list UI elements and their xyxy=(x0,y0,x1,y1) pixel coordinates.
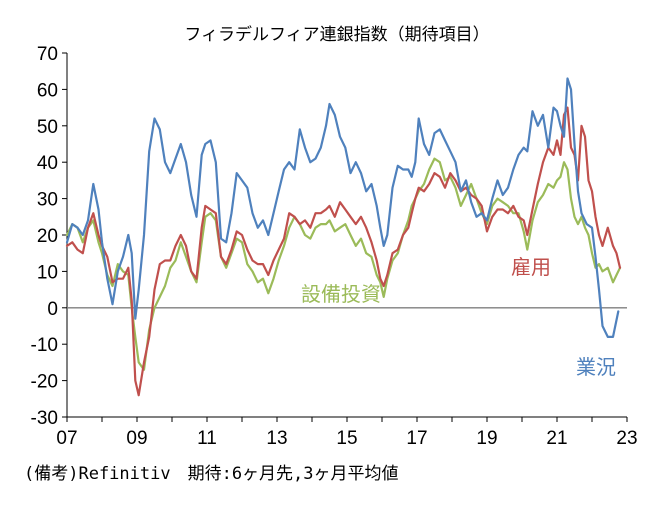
series-label-business: 業況 xyxy=(576,355,616,379)
series-label-capex: 設備投資 xyxy=(301,282,381,306)
footnote: (備考)Refinitiv 期待:6ヶ月先,3ヶ月平均値 xyxy=(24,464,399,484)
y-tick-label: 60 xyxy=(37,80,58,101)
x-tick-label: 21 xyxy=(546,428,567,449)
series-line-employment xyxy=(65,106,622,397)
x-tick-label: 15 xyxy=(336,428,357,449)
x-tick-label: 17 xyxy=(406,428,427,449)
y-tick-label: 40 xyxy=(37,153,58,174)
y-tick-label: 70 xyxy=(37,44,58,65)
x-tick-label: 07 xyxy=(56,428,77,449)
y-tick-label: -20 xyxy=(31,372,58,393)
x-tick-label: 23 xyxy=(616,428,637,449)
x-tick-label: 11 xyxy=(197,428,217,449)
series-label-employment: 雇用 xyxy=(511,255,551,279)
x-tick-label: 09 xyxy=(126,428,147,449)
y-tick-label: 10 xyxy=(37,262,58,283)
y-tick-label: -30 xyxy=(31,408,58,429)
x-tick-label: 19 xyxy=(476,428,497,449)
series-line-business xyxy=(65,77,620,338)
y-tick-label: -10 xyxy=(31,335,58,356)
y-tick-label: 50 xyxy=(37,117,58,138)
y-tick-label: 0 xyxy=(47,299,58,320)
chart-title: フィラデルフィア連銀指数（期待項目） xyxy=(184,24,489,45)
chart: フィラデルフィア連銀指数（期待項目） 70 60 50 40 30 20 10 0 -10 -20… xyxy=(31,24,638,449)
y-tick-label: 30 xyxy=(37,190,58,211)
series-line-capex xyxy=(65,157,622,371)
y-tick-label: 20 xyxy=(37,226,58,247)
x-tick-label: 13 xyxy=(266,428,287,449)
